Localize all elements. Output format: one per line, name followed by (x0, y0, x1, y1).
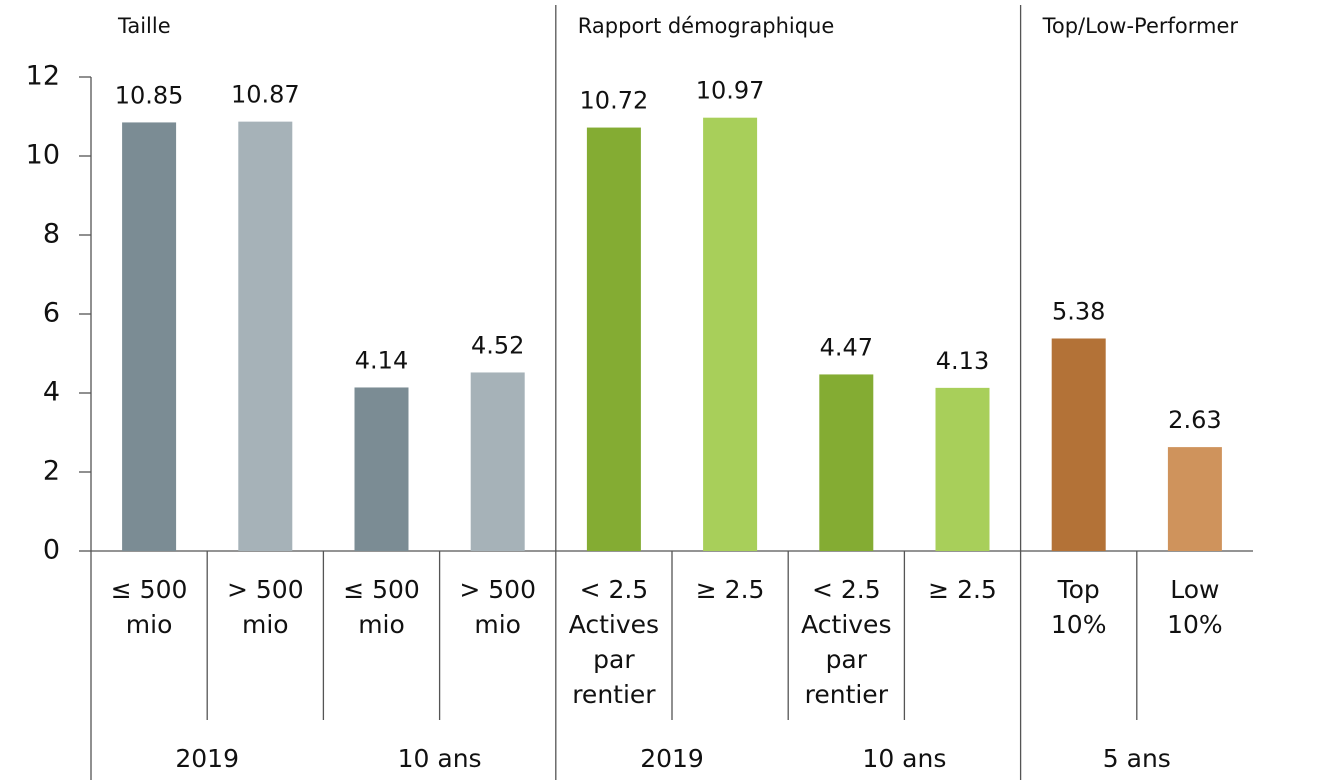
x-tick-label: ≤ 500 mio (343, 575, 420, 639)
y-tick-label: 10 (26, 140, 60, 171)
value-label: 10.85 (115, 81, 184, 109)
x-tick-label: ≥ 2.5 (928, 575, 997, 604)
y-tick-label: 2 (43, 456, 60, 487)
value-label: 4.14 (355, 346, 408, 374)
x-tick-label: > 500 mio (226, 575, 304, 639)
x-tick-label: > 500 mio (459, 575, 536, 639)
y-tick-label: 6 (43, 298, 60, 329)
value-label: 10.72 (580, 87, 649, 115)
y-tick-label: 0 (43, 535, 60, 566)
x-tick-label: < 2.5 Actives par rentier (801, 575, 892, 709)
bar (354, 387, 409, 551)
bar (1167, 447, 1222, 551)
bar (1051, 338, 1106, 551)
value-label: 4.52 (471, 331, 524, 359)
period-label: 2019 (175, 744, 239, 773)
bar (703, 117, 758, 551)
x-tick-label: ≤ 500 mio (110, 575, 188, 639)
bar (122, 122, 177, 552)
bar (586, 127, 641, 551)
period-label: 5 ans (1103, 744, 1171, 773)
bar (470, 372, 525, 551)
group-title: Taille (117, 14, 171, 38)
bar (238, 121, 293, 551)
value-label: 4.13 (936, 347, 989, 375)
x-tick-label: Low 10% (1167, 575, 1223, 639)
value-label: 10.97 (696, 77, 765, 105)
y-tick-label: 4 (43, 377, 60, 408)
value-label: 10.87 (231, 81, 300, 109)
period-label: 2019 (640, 744, 704, 773)
period-label: 10 ans (862, 744, 946, 773)
y-tick-label: 12 (26, 61, 60, 92)
group-title: Top/Low-Performer (1042, 14, 1239, 38)
x-tick-label: ≥ 2.5 (695, 575, 765, 604)
bar (819, 374, 874, 551)
value-label: 2.63 (1168, 406, 1221, 434)
y-tick-label: 8 (43, 219, 60, 250)
value-label: 4.47 (820, 333, 873, 361)
value-label: 5.38 (1052, 297, 1105, 325)
group-title: Rapport démographique (578, 14, 834, 38)
x-tick-label: < 2.5 Actives par rentier (568, 575, 660, 709)
period-label: 10 ans (398, 744, 482, 773)
bar (935, 387, 990, 551)
x-tick-label: Top 10% (1050, 575, 1107, 639)
